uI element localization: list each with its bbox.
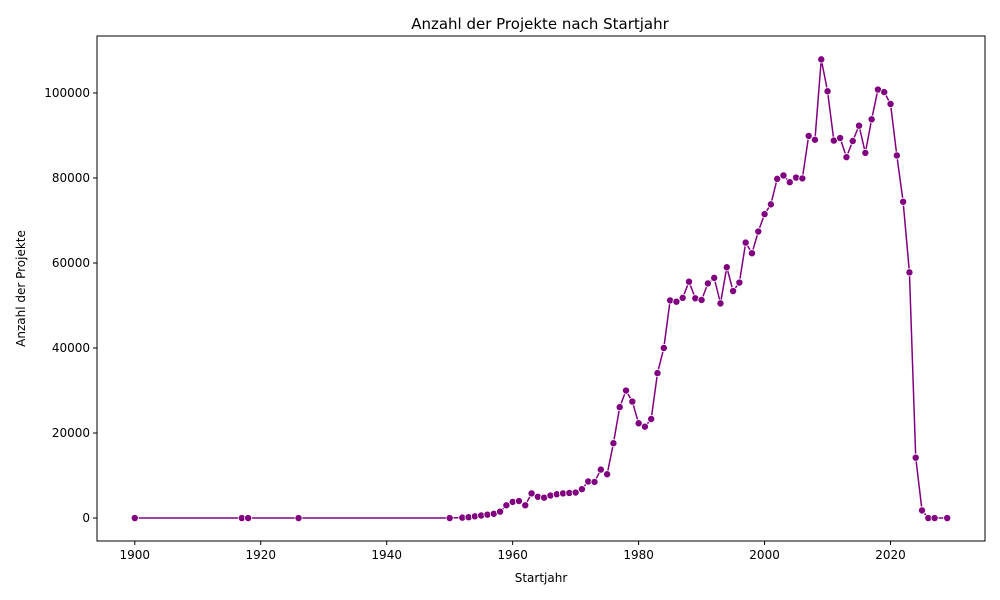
data-point — [697, 295, 706, 304]
data-point — [603, 470, 612, 479]
data-point — [836, 134, 845, 143]
x-axis-ticks: 1900 1920 1940 1960 1980 2000 2020 — [120, 541, 906, 562]
data-point — [842, 153, 851, 162]
data-point — [703, 279, 712, 288]
data-point — [886, 100, 895, 109]
x-tick-label: 2000 — [749, 548, 780, 562]
data-point — [760, 210, 769, 219]
data-point — [634, 419, 643, 428]
y-tick-label: 80000 — [52, 171, 90, 185]
x-tick-label: 1900 — [120, 548, 151, 562]
x-tick-label: 1980 — [623, 548, 654, 562]
data-point — [622, 386, 631, 395]
y-tick-label: 0 — [82, 511, 90, 525]
data-point — [741, 238, 750, 247]
marker-layer — [130, 55, 952, 523]
data-point — [445, 514, 454, 523]
x-tick-label: 1940 — [371, 548, 402, 562]
data-point — [823, 87, 832, 96]
data-point — [930, 514, 939, 523]
data-point — [647, 414, 656, 423]
data-point — [653, 369, 662, 378]
y-axis-title: Anzahl der Projekte — [14, 230, 28, 347]
data-point — [747, 249, 756, 258]
y-tick-label: 20000 — [52, 426, 90, 440]
y-tick-label: 100000 — [44, 86, 90, 100]
data-point — [514, 497, 523, 506]
data-point — [766, 200, 775, 209]
data-point — [943, 514, 952, 523]
data-point — [502, 501, 511, 510]
data-point — [596, 465, 605, 474]
data-point — [294, 514, 303, 523]
data-point — [590, 477, 599, 486]
data-point — [899, 197, 908, 206]
data-point — [716, 299, 725, 308]
data-point — [729, 287, 738, 296]
x-tick-label: 1920 — [245, 548, 276, 562]
y-tick-label: 40000 — [52, 341, 90, 355]
data-point — [848, 136, 857, 145]
data-point — [880, 88, 889, 97]
data-point — [798, 174, 807, 183]
data-point — [577, 485, 586, 494]
data-point — [678, 293, 687, 302]
data-point — [785, 178, 794, 187]
data-point — [640, 422, 649, 431]
data-point — [779, 171, 788, 180]
data-point — [628, 397, 637, 406]
data-point — [867, 115, 876, 124]
data-point — [571, 488, 580, 497]
data-point — [672, 297, 681, 306]
data-point — [918, 506, 927, 515]
data-point — [754, 227, 763, 236]
data-point — [685, 277, 694, 286]
x-tick-label: 2020 — [875, 548, 906, 562]
plot-area-frame — [96, 35, 986, 542]
y-axis-ticks: 0 20000 40000 60000 80000 100000 — [44, 86, 97, 525]
data-point — [773, 174, 782, 183]
data-point — [659, 344, 668, 353]
data-point — [892, 151, 901, 160]
data-point — [911, 453, 920, 462]
data-point — [810, 135, 819, 144]
chart-title: Anzahl der Projekte nach Startjahr — [411, 15, 669, 33]
data-point — [615, 403, 624, 412]
data-point — [804, 131, 813, 140]
data-point — [527, 489, 536, 498]
data-point — [861, 148, 870, 157]
data-point — [905, 268, 914, 277]
data-point — [710, 273, 719, 282]
data-point — [244, 514, 253, 523]
x-tick-label: 1960 — [497, 548, 528, 562]
data-point — [735, 278, 744, 287]
data-point — [496, 507, 505, 516]
data-point — [609, 439, 618, 448]
data-point — [855, 121, 864, 130]
data-point — [130, 514, 139, 523]
y-tick-label: 60000 — [52, 256, 90, 270]
data-point — [817, 55, 826, 64]
data-point — [722, 263, 731, 272]
x-axis-title: Startjahr — [515, 571, 568, 585]
data-point — [521, 501, 530, 510]
